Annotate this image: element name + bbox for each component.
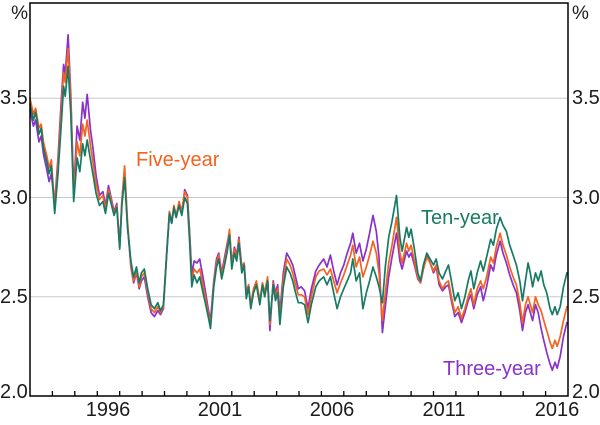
y-tick-left-2.0: 2.0: [0, 381, 28, 403]
x-tick-2001: 2001: [197, 399, 243, 421]
five-year-series-label: Five-year: [136, 149, 220, 171]
x-tick-2006: 2006: [309, 399, 355, 421]
ten_year-line: [29, 65, 568, 330]
y-tick-right-3.5: 3.5: [572, 87, 600, 109]
y-tick-left-2.5: 2.5: [0, 286, 28, 308]
y-axis-unit-right: %: [572, 3, 589, 24]
three-year-series-label: Three-year: [443, 358, 541, 380]
y-axis-unit-left: %: [11, 3, 28, 24]
x-tick-2016: 2016: [534, 399, 580, 421]
ten-year-series-label: Ten-year: [421, 207, 499, 229]
y-tick-left-3.5: 3.5: [0, 87, 28, 109]
y-tick-right-2.5: 2.5: [572, 286, 600, 308]
x-tick-1996: 1996: [85, 399, 131, 421]
plot-border: [29, 2, 569, 397]
y-tick-right-3.0: 3.0: [572, 187, 600, 209]
y-tick-left-3.0: 3.0: [0, 187, 28, 209]
x-tick-2011: 2011: [422, 399, 466, 421]
y-tick-right-2.0: 2.0: [572, 381, 600, 403]
